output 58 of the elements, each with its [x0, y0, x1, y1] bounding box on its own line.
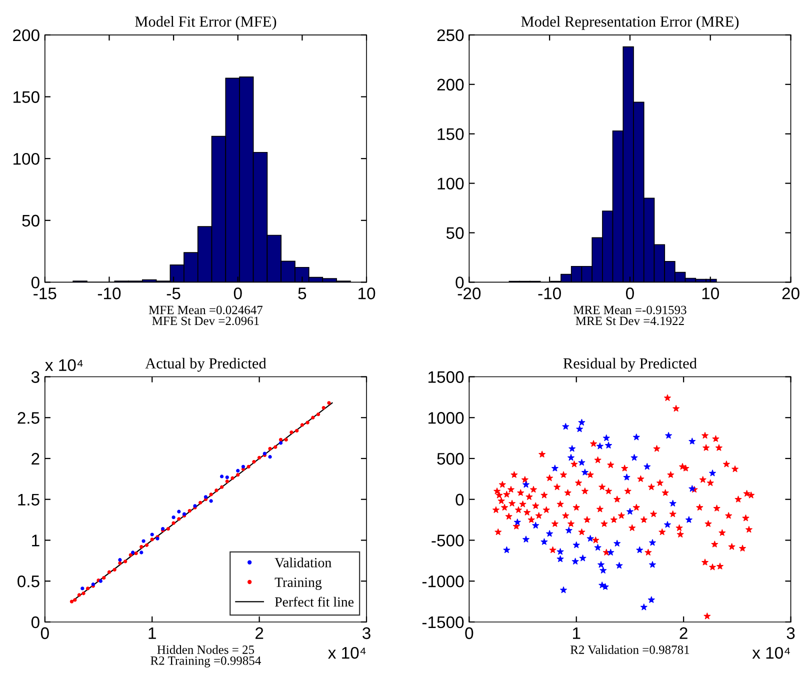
x-tick-label: 20 — [782, 288, 800, 300]
x-tick-label: 0 — [234, 288, 242, 300]
x-tick-label: 10 — [702, 288, 719, 300]
x-tick-label: 2 — [256, 627, 264, 639]
x-tick-label: 3 — [362, 627, 370, 640]
y-tick-label: 150 — [14, 91, 40, 103]
chart-title: Residual by Predicted — [563, 358, 697, 372]
chart-title: Model Representation Error (MRE) — [521, 16, 739, 30]
y-tick-label: -500 — [432, 534, 464, 546]
x-tick-label: -5 — [166, 288, 180, 300]
text: x 10⁴ — [328, 646, 366, 659]
y-tick-label: 0.5 — [18, 576, 40, 588]
x-tick-label: 0 — [40, 627, 49, 640]
x-tick-label: 3 — [786, 627, 795, 640]
legend-label: Validation — [274, 558, 332, 568]
x-axis-title: R2 Validation =0.98781 — [570, 645, 690, 654]
legend-label: Training — [274, 578, 322, 590]
x-tick-label: 0 — [626, 288, 634, 300]
x-tick-label: 10 — [358, 288, 376, 300]
y-tick-label: 100 — [14, 152, 40, 165]
x-tick-label: 1 — [148, 627, 156, 639]
y-tick-label: 2.5 — [18, 412, 40, 424]
y-tick-label: 3 — [31, 371, 40, 383]
y-tick-label: -1500 — [422, 616, 464, 628]
y-tick-label: 1.5 — [18, 494, 40, 506]
text: x 10⁴ — [752, 646, 790, 659]
y-tick-label: 200 — [13, 29, 40, 42]
y-tick-label: 1500 — [428, 371, 464, 383]
chart-title: Actual by Predicted — [145, 358, 266, 372]
x-tick-label: -10 — [538, 288, 561, 300]
y-tick-label: 150 — [438, 128, 464, 140]
x-tick-label: -15 — [34, 288, 56, 300]
legend-label: Perfect fit line — [274, 596, 354, 607]
text: x 10⁴ — [45, 359, 83, 372]
y-tick-label: 100 — [438, 178, 464, 190]
y-tick-label: 1000 — [428, 412, 464, 424]
x-tick-label: 0 — [465, 627, 474, 640]
x-axis-title: Hidden Nodes = 25 R2 Training =0.99854 — [150, 645, 261, 668]
x-axis-title: MRE Mean =-0.91593 MRE St Dev =4.1922 — [574, 306, 686, 326]
y-tick-label: 500 — [437, 452, 464, 465]
y-tick-label: 50 — [446, 227, 464, 239]
x-axis-title: MFE Mean =0.024647 MFE St Dev =2.0961 — [148, 306, 263, 326]
x-tick-label: 5 — [298, 288, 306, 300]
y-tick-label: 0 — [456, 276, 464, 288]
y-tick-label: 1 — [32, 534, 40, 546]
x-tick-label: -10 — [98, 288, 121, 300]
y-tick-label: 2 — [32, 452, 40, 465]
x-tick-label: 2 — [680, 627, 688, 639]
y-tick-label: 250 — [437, 29, 464, 42]
chart-title: Model Fit Error (MFE) — [135, 16, 276, 30]
y-tick-label: -1000 — [422, 576, 464, 588]
y-tick-label: 50 — [22, 214, 40, 227]
y-tick-label: 0 — [456, 494, 464, 506]
y-tick-label: 0 — [31, 276, 40, 288]
y-tick-label: 0 — [31, 616, 40, 628]
y-tick-label: 200 — [437, 78, 464, 91]
x-tick-label: 1 — [573, 627, 580, 639]
x-tick-label: -20 — [458, 288, 481, 300]
